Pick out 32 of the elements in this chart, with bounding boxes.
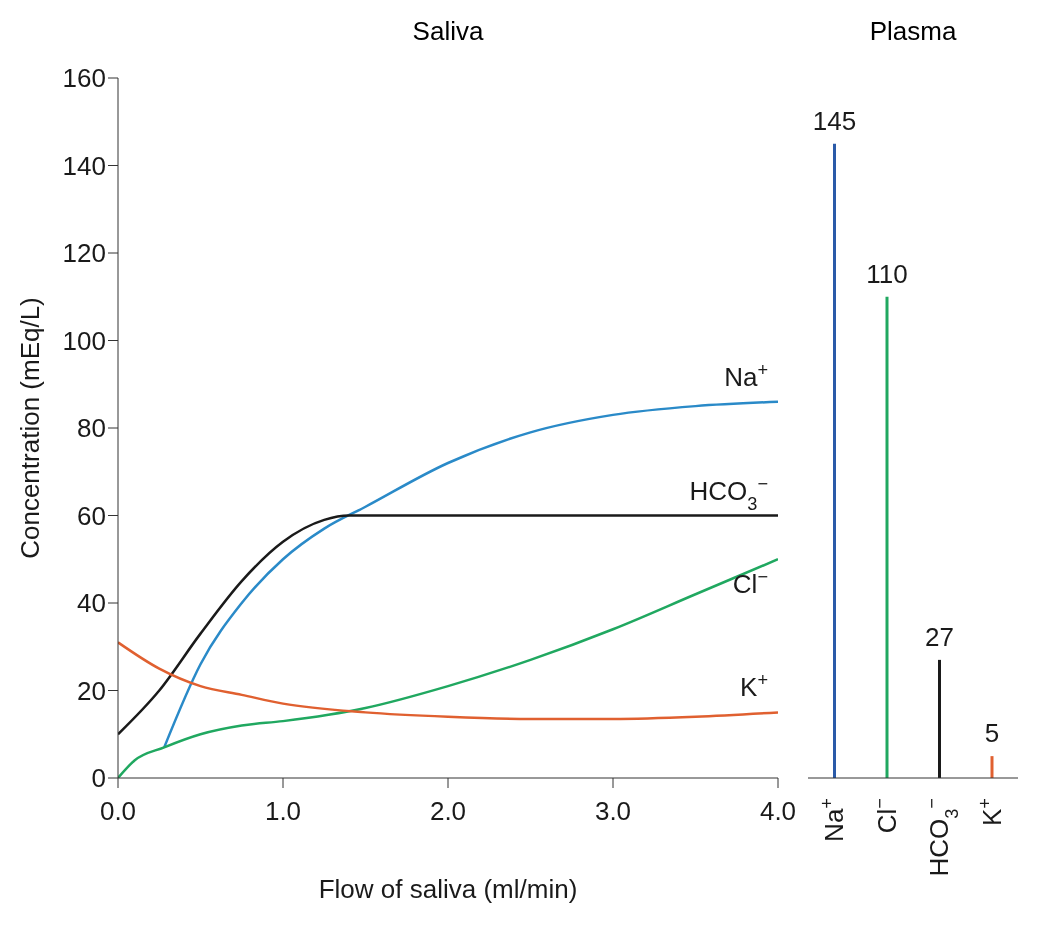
y-tick-label: 0	[91, 763, 106, 794]
chart-title: Saliva	[411, 16, 485, 47]
x-tick-label: 2.0	[429, 796, 467, 827]
y-axis-title: Concentration (mEq/L)	[15, 297, 46, 559]
series-label: K$^{+}$	[740, 670, 768, 703]
y-tick-label: 20	[77, 675, 106, 706]
data-label: 27	[925, 621, 954, 652]
x-axis-title: Flow of saliva (ml/min)	[318, 874, 578, 904]
bar	[885, 296, 889, 778]
bar	[938, 659, 941, 778]
y-tick-label: 140	[62, 150, 106, 181]
x-tick-label: 1.0	[264, 796, 302, 827]
line-series	[118, 641, 778, 721]
y-tick-label: 120	[62, 238, 106, 269]
data-label: 110	[866, 258, 908, 289]
line-series	[162, 400, 778, 749]
x-tick-label: 0.0	[99, 796, 137, 827]
series-label: Na$^{+}$	[724, 359, 768, 392]
bar	[833, 143, 836, 778]
x-tick-label: 4.0	[759, 796, 797, 827]
data-label: 5	[984, 718, 1000, 749]
y-tick-label: 100	[62, 325, 106, 356]
data-label: 145	[812, 105, 857, 136]
line-series	[118, 514, 778, 736]
series-label: Cl$^{−}$	[732, 567, 768, 600]
y-tick-label: 60	[77, 500, 106, 531]
y-tick-label: 40	[77, 588, 106, 619]
bar	[990, 756, 994, 778]
y-tick-label: 80	[77, 413, 106, 444]
x-tick-label: 3.0	[594, 796, 632, 827]
y-tick-label: 160	[62, 63, 106, 94]
chart-title: Plasma	[868, 16, 958, 47]
